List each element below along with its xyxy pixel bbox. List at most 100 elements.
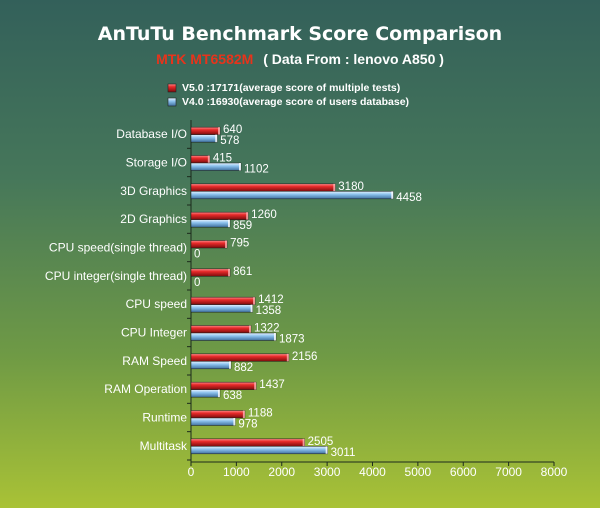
data-label: 882 <box>234 362 253 374</box>
category-label: Multitask <box>140 439 188 453</box>
data-label: 640 <box>223 124 242 136</box>
bar-end-cap <box>325 446 328 454</box>
data-label: 578 <box>220 135 239 147</box>
bar-end-cap <box>248 325 251 333</box>
bar-v5 <box>190 126 221 135</box>
legend-swatch-v5 <box>167 83 177 93</box>
bar-end-cap <box>254 382 257 390</box>
bar-end-cap <box>233 418 236 426</box>
bar-v5 <box>190 325 252 334</box>
bar-v4 <box>190 134 218 143</box>
bar-end-cap <box>250 304 253 313</box>
data-label: 0 <box>194 277 200 289</box>
data-label: 1873 <box>279 334 305 346</box>
bar-v4 <box>190 389 221 398</box>
data-label: 638 <box>223 390 242 402</box>
x-tick-label: 8000 <box>541 465 568 479</box>
bar-end-cap <box>217 389 220 398</box>
bar-v4 <box>190 219 231 228</box>
legend-label-v5: V5.0 :17171(average score of multiple te… <box>182 82 400 94</box>
chart-title: AnTuTu Benchmark Score Comparison <box>98 23 502 45</box>
bar-end-cap <box>228 268 231 277</box>
subtitle-chip-name: MTK MT6582M <box>156 51 253 67</box>
bar-v5 <box>190 353 290 362</box>
bar-end-cap <box>333 183 336 192</box>
data-label: 861 <box>233 266 252 278</box>
bar-end-cap <box>242 410 245 418</box>
data-label: 1358 <box>256 305 282 317</box>
bar-v4 <box>190 304 253 313</box>
data-label: 978 <box>238 419 257 431</box>
category-label: 3D Graphics <box>120 184 187 198</box>
data-label: 2156 <box>292 351 318 363</box>
x-tick-label: 0 <box>188 465 195 479</box>
data-label: 795 <box>230 238 249 250</box>
bar-v5 <box>190 438 305 447</box>
category-label: Runtime <box>142 411 187 425</box>
data-label: 1322 <box>254 323 280 335</box>
bar-v5 <box>190 268 231 277</box>
bar-end-cap <box>253 297 256 305</box>
data-label: 859 <box>233 220 252 232</box>
bar-v5 <box>190 155 211 164</box>
x-tick-label: 7000 <box>495 465 522 479</box>
category-label: CPU integer(single thread) <box>45 269 187 283</box>
data-label: 1188 <box>248 408 273 420</box>
plot-area: 0 1000 2000 3000 4000 5000 6000 7000 8000 Databas… <box>45 120 568 479</box>
category-label: CPU speed <box>126 297 187 311</box>
data-label: 415 <box>213 153 232 165</box>
bar-end-cap <box>273 333 276 341</box>
bar-end-cap <box>302 438 305 447</box>
subtitle-source: ( Data From : lenovo A850 ) <box>263 51 444 67</box>
category-label: CPU Integer <box>121 326 187 340</box>
bar-end-cap <box>207 155 210 163</box>
data-label: 1412 <box>258 294 284 306</box>
bar-v4 <box>190 417 236 426</box>
data-label: 4458 <box>396 192 422 204</box>
data-label: 1260 <box>251 209 277 221</box>
x-tick-label: 3000 <box>314 465 341 479</box>
bar-v5 <box>190 183 336 192</box>
bar-end-cap <box>391 191 394 199</box>
bar-end-cap <box>215 134 218 143</box>
x-tick-label: 2000 <box>268 465 295 479</box>
bar-end-cap <box>286 353 289 362</box>
category-label: Storage I/O <box>126 156 187 170</box>
bar-v5 <box>190 211 249 220</box>
data-label: 0 <box>194 249 200 261</box>
bar-v5 <box>190 240 228 249</box>
bar-end-cap <box>246 212 249 220</box>
data-label: 3011 <box>331 447 356 459</box>
bar-v4 <box>190 191 394 200</box>
bar-v5 <box>190 296 256 305</box>
data-label: 1437 <box>259 379 285 391</box>
category-label: RAM Operation <box>104 382 187 396</box>
x-tick-label: 1000 <box>223 465 250 479</box>
legend-swatch-v4 <box>167 97 177 107</box>
data-label: 3180 <box>338 181 364 193</box>
x-tick-label: 5000 <box>405 465 432 479</box>
bar-end-cap <box>239 163 242 171</box>
bar-v4 <box>190 446 328 455</box>
x-tick-label: 6000 <box>450 465 477 479</box>
bar-v5 <box>190 381 257 390</box>
category-label: 2D Graphics <box>120 212 187 226</box>
category-label: RAM Speed <box>122 354 187 368</box>
category-label: Database I/O <box>116 127 187 141</box>
chart-subtitle: MTK MT6582M ( Data From : lenovo A850 ) <box>156 51 444 67</box>
bar-v5 <box>190 410 246 419</box>
bar-v4 <box>190 332 277 341</box>
bar-end-cap <box>229 361 232 369</box>
legend: V5.0 :17171(average score of multiple te… <box>167 82 409 108</box>
bar-v4 <box>190 361 232 370</box>
data-label: 1102 <box>244 164 269 176</box>
bar-v4 <box>190 162 242 171</box>
category-label: CPU speed(single thread) <box>49 241 187 255</box>
bar-end-cap <box>227 219 230 228</box>
bar-end-cap <box>225 240 228 248</box>
bar-end-cap <box>218 127 221 135</box>
data-label: 2505 <box>308 436 334 448</box>
x-tick-label: 4000 <box>359 465 386 479</box>
legend-label-v4: V4.0 :16930(average score of users datab… <box>182 96 409 108</box>
